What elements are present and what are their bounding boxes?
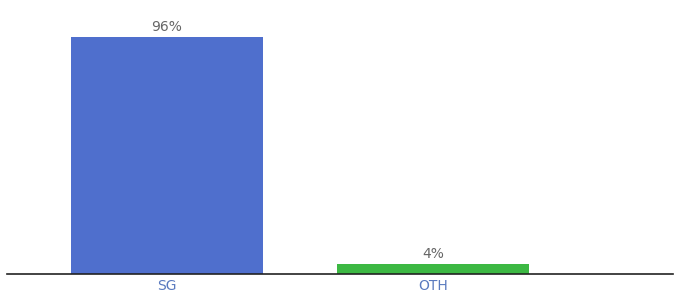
Bar (337, 264, 529, 274)
Text: 4%: 4% (422, 247, 444, 261)
Text: 96%: 96% (152, 20, 182, 34)
Bar (71, 37, 262, 274)
